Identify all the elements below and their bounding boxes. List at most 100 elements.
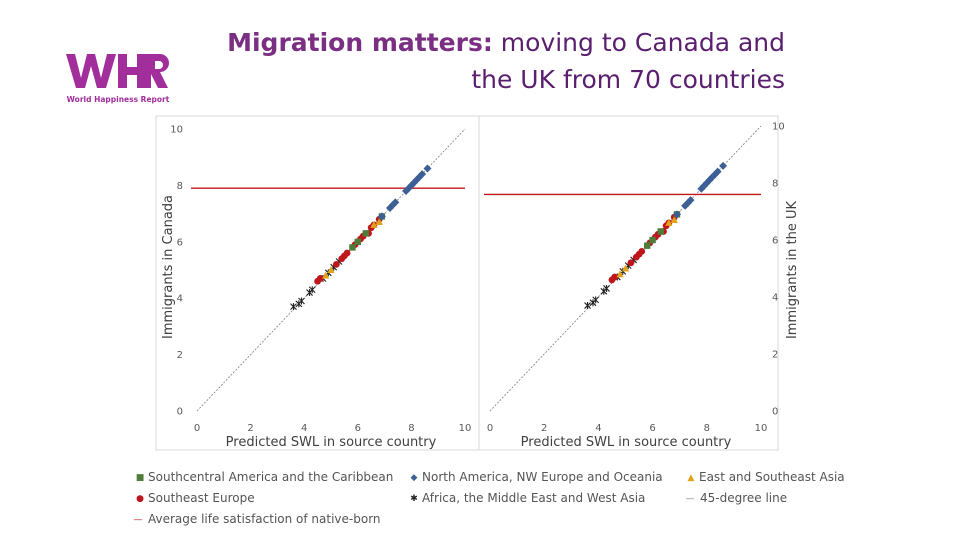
- data-point-square: [657, 228, 664, 235]
- data-point-triangle: [621, 264, 630, 272]
- data-point-circle: [316, 275, 324, 282]
- y-tick-label: 6: [772, 236, 778, 247]
- data-point-triangle: [616, 270, 624, 278]
- y-tick-label: 8: [177, 181, 183, 192]
- data-point-star: [603, 284, 610, 292]
- legend-item-southcentral-america: ■ Southcentral America and the Caribbean: [132, 470, 394, 484]
- legend-item-southeast-europe: ● Southeast Europe: [132, 491, 255, 505]
- data-point-circle: [343, 249, 351, 257]
- x-tick-label: 8: [408, 423, 414, 434]
- legend-item-east-asia: ▲ East and Southeast Asia: [683, 470, 845, 484]
- x-tick-label: 4: [301, 423, 307, 434]
- data-point-diamond: [719, 161, 728, 170]
- y-tick-label: 6: [177, 237, 183, 248]
- x-tick-label: 10: [755, 423, 768, 434]
- scatter-chart: 0 2 4 6 8 10 0 2 4 6 8 10 0 2 4 6 8 10 0 2 4 6 8 10 Predicted …: [155, 115, 800, 451]
- x-tick-label: 4: [595, 423, 601, 434]
- data-point-diamond: [407, 181, 416, 190]
- data-point-circle: [332, 260, 340, 268]
- data-point-diamond: [710, 170, 719, 179]
- canada-x-axis-title: Predicted SWL in source country: [226, 435, 437, 450]
- legend-item-native-born-average: — Average life satisfaction of native-bor…: [128, 512, 381, 526]
- legend-diamond-icon: ◆: [410, 472, 418, 483]
- legend-label: 45-degree line: [700, 491, 788, 505]
- data-point-diamond: [385, 203, 394, 212]
- data-point-square: [362, 230, 370, 237]
- data-point-diamond: [388, 201, 397, 210]
- data-point-square: [354, 238, 361, 245]
- data-point-square: [649, 236, 656, 244]
- data-point-star: [592, 296, 600, 304]
- legend-line-icon: —: [685, 493, 695, 504]
- uk-y-axis-title: Immigrants in the UK: [785, 200, 800, 339]
- y-tick-label: 0: [772, 407, 778, 418]
- data-point-triangle: [327, 266, 335, 273]
- canada-y-axis-title: Immigrants in Canada: [161, 195, 176, 339]
- legend-label: Southeast Europe: [148, 491, 255, 505]
- legend-label: East and Southeast Asia: [699, 470, 845, 484]
- whr-logo-caption: World Happiness Report: [67, 95, 170, 104]
- x-tick-label: 2: [247, 423, 253, 434]
- data-point-star: [290, 303, 297, 311]
- y-tick-label: 8: [772, 179, 778, 190]
- data-point-square: [643, 242, 651, 249]
- y-tick-label: 4: [177, 294, 183, 305]
- y-tick-label: 4: [772, 293, 778, 304]
- data-point-diamond: [391, 198, 400, 207]
- legend-label: North America, NW Europe and Oceania: [422, 470, 663, 484]
- whr-logo: World Happiness Report: [66, 54, 170, 104]
- data-point-triangle: [670, 216, 678, 224]
- slide-title: Migration matters: moving to Canada and …: [180, 24, 785, 98]
- chart-legend: ■ Southcentral America and the Caribbean …: [128, 468, 868, 534]
- data-point-triangle: [370, 220, 378, 228]
- x-tick-label: 8: [704, 423, 710, 434]
- y-tick-label: 0: [177, 407, 183, 418]
- x-tick-label: 2: [541, 423, 547, 434]
- legend-item-north-america: ◆ North America, NW Europe and Oceania: [406, 470, 663, 484]
- forty-five-degree-line: [196, 128, 466, 412]
- canada-panel: 0 2 4 6 8 10 0 2 4 6 8 10: [170, 125, 471, 435]
- uk-panel: 0 2 4 6 8 10 0 2 4 6 8 10: [484, 122, 785, 434]
- legend-label: Africa, the Middle East and West Asia: [422, 491, 646, 505]
- data-point-diamond: [418, 170, 427, 179]
- data-point-diamond: [423, 164, 432, 173]
- title-rest: moving to Canada and the UK from 70 coun…: [471, 28, 785, 94]
- data-point-diamond: [672, 210, 681, 219]
- data-point-triangle: [375, 218, 383, 226]
- data-point-diamond: [705, 176, 714, 185]
- data-point-star: [298, 297, 305, 305]
- uk-x-axis-title: Predicted SWL in source country: [521, 435, 732, 450]
- legend-circle-icon: ●: [136, 493, 144, 504]
- data-point-diamond: [686, 196, 695, 205]
- legend-label: Average life satisfaction of native-born: [148, 512, 381, 526]
- x-tick-label: 6: [355, 423, 361, 434]
- data-point-diamond: [377, 212, 386, 221]
- legend-star-icon: ✱: [410, 493, 418, 504]
- chart-frame: [155, 115, 779, 451]
- data-point-diamond: [412, 175, 421, 184]
- data-point-circle: [627, 259, 635, 267]
- data-point-diamond: [713, 167, 722, 176]
- data-point-square: [349, 244, 356, 251]
- data-point-star: [308, 286, 316, 294]
- legend-triangle-icon: ▲: [687, 472, 695, 483]
- data-point-circle: [638, 248, 646, 255]
- legend-item-45-degree-line: — 45-degree line: [680, 491, 788, 505]
- data-point-star: [584, 302, 591, 310]
- legend-label: Southcentral America and the Caribbean: [148, 470, 394, 484]
- title-bold: Migration matters:: [227, 28, 493, 57]
- legend-line-icon: —: [133, 514, 143, 525]
- y-tick-label: 2: [177, 350, 183, 361]
- legend-square-icon: ■: [135, 472, 145, 483]
- y-tick-label: 2: [772, 350, 778, 361]
- x-tick-label: 0: [487, 423, 493, 434]
- x-tick-label: 6: [649, 423, 655, 434]
- y-tick-label: 10: [772, 122, 785, 133]
- data-point-circle: [611, 273, 619, 281]
- x-tick-label: 0: [194, 423, 200, 434]
- y-tick-label: 10: [170, 125, 183, 136]
- whr-logo-mark: [66, 54, 169, 88]
- x-tick-label: 10: [459, 423, 472, 434]
- data-point-triangle: [322, 271, 330, 279]
- data-point-triangle: [665, 218, 673, 226]
